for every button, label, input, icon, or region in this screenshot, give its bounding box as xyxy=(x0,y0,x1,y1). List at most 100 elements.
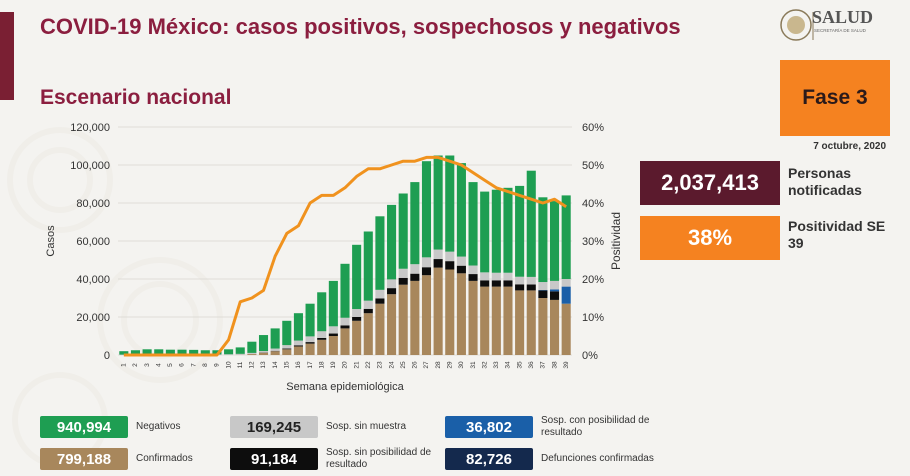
bar-segment xyxy=(503,187,513,273)
bar-segment xyxy=(549,280,560,290)
bar-segment xyxy=(305,303,315,337)
x-tick-label: 33 xyxy=(493,361,500,369)
bar-segment xyxy=(468,280,478,355)
legend-item: 169,245 Sosp. sin muestra xyxy=(230,415,406,439)
legend-item: 82,726 Defunciones confirmadas xyxy=(445,447,654,471)
bar-segment xyxy=(503,286,513,355)
x-tick-label: 34 xyxy=(505,361,512,369)
government-seal-icon xyxy=(780,9,814,41)
cases-chart: 0 20,000 40,000 60,000 80,000 100,000 120,000 0… xyxy=(45,122,623,393)
bar-segment xyxy=(491,272,501,281)
bar-segment xyxy=(433,267,443,355)
legend-label: Defunciones confirmadas xyxy=(541,453,654,464)
x-tick-label: 3 xyxy=(144,363,151,367)
report-date: 7 octubre, 2020 xyxy=(813,141,886,152)
x-tick-label: 24 xyxy=(388,361,395,369)
bar-segment xyxy=(468,265,478,275)
x-tick-label: 4 xyxy=(155,363,162,367)
legend-label: Negativos xyxy=(136,421,181,432)
bar-segment xyxy=(375,216,385,290)
bar-segment xyxy=(282,320,292,346)
x-tick-label: 15 xyxy=(284,361,291,369)
x-tick-label: 5 xyxy=(167,363,174,367)
bar-segment xyxy=(445,155,455,252)
bar-segment xyxy=(480,272,490,281)
y-tick-label: 60,000 xyxy=(76,236,110,248)
bar-segment xyxy=(526,290,536,355)
x-tick-label: 9 xyxy=(214,363,221,367)
bar-segment xyxy=(538,197,548,283)
bar-segment xyxy=(328,326,338,334)
bar-segment xyxy=(526,276,536,285)
bar-segment xyxy=(293,345,303,347)
x-tick-label: 26 xyxy=(412,361,419,369)
notified-persons-label: Personas notificadas xyxy=(788,165,862,198)
bar-segment xyxy=(282,348,292,350)
bar-segment xyxy=(398,268,408,278)
positivity-value: 38% xyxy=(640,216,780,260)
bar-segment xyxy=(549,299,560,355)
bar-segment xyxy=(515,284,525,291)
bar-segment xyxy=(515,290,525,355)
y2-tick-label: 40% xyxy=(582,198,604,210)
bar-segment xyxy=(421,161,432,258)
bar-segment xyxy=(480,286,490,355)
bar-segment xyxy=(270,351,280,355)
bar-segment xyxy=(456,265,466,274)
bar-segment xyxy=(235,353,245,355)
x-tick-label: 13 xyxy=(260,361,267,369)
bar-segment xyxy=(538,298,548,355)
logo-subtext: SECRETARÍA DE SALUD xyxy=(814,28,866,33)
bar-segment xyxy=(538,290,548,298)
x-tick-label: 14 xyxy=(272,361,279,369)
bar-segment xyxy=(549,291,560,300)
bar-segment xyxy=(247,354,257,355)
bar-segment xyxy=(352,244,362,310)
bar-segment xyxy=(352,317,362,321)
bar-segment xyxy=(165,349,175,355)
bar-segment xyxy=(305,336,315,343)
bar-segment xyxy=(421,275,432,355)
x-tick-label: 6 xyxy=(179,363,186,367)
positivity-line xyxy=(123,155,567,357)
bar-segment xyxy=(480,280,490,287)
x-tick-label: 11 xyxy=(237,361,244,368)
x-tick-label: 21 xyxy=(353,361,360,369)
x-tick-label: 10 xyxy=(225,361,232,369)
x-tick-label: 39 xyxy=(563,361,570,369)
x-tick-label: 25 xyxy=(400,361,407,369)
bar-segment xyxy=(340,317,350,326)
bar-segment xyxy=(398,284,408,355)
phase-badge: Fase 3 xyxy=(780,60,890,136)
bar-segment xyxy=(317,331,327,338)
bar-segment xyxy=(258,351,269,353)
page-subtitle: Escenario nacional xyxy=(40,86,232,109)
bar-segment xyxy=(328,336,338,355)
bar-segment xyxy=(154,349,164,355)
bar-segment xyxy=(561,303,571,355)
bar-segment xyxy=(293,313,303,341)
y-tick-label: 100,000 xyxy=(70,160,110,172)
legend-item: 36,802 Sosp. con posibilidad de resultado xyxy=(445,415,681,439)
x-tick-label: 28 xyxy=(435,361,442,369)
y-tick-label: 80,000 xyxy=(76,198,110,210)
bar-segment xyxy=(387,204,397,280)
bar-segment xyxy=(398,193,408,269)
x-tick-label: 7 xyxy=(190,363,197,367)
legend-value: 169,245 xyxy=(230,416,318,438)
bar-segment xyxy=(270,328,280,349)
y-tick-label: 120,000 xyxy=(70,122,110,134)
bar-segment xyxy=(445,269,455,355)
legend-label: Sosp. con posibilidad de resultado xyxy=(541,415,650,438)
bar-segment xyxy=(247,352,257,355)
bar-segment xyxy=(387,294,397,355)
x-tick-label: 12 xyxy=(249,361,256,369)
x-tick-label: 19 xyxy=(330,361,337,369)
bar-segment xyxy=(363,300,373,309)
legend-value: 91,184 xyxy=(230,448,318,470)
bar-segment xyxy=(340,325,350,329)
bar-segment xyxy=(491,280,501,287)
bar-segment xyxy=(410,273,420,281)
bar-segment xyxy=(340,328,350,355)
bar-segment xyxy=(130,350,141,355)
